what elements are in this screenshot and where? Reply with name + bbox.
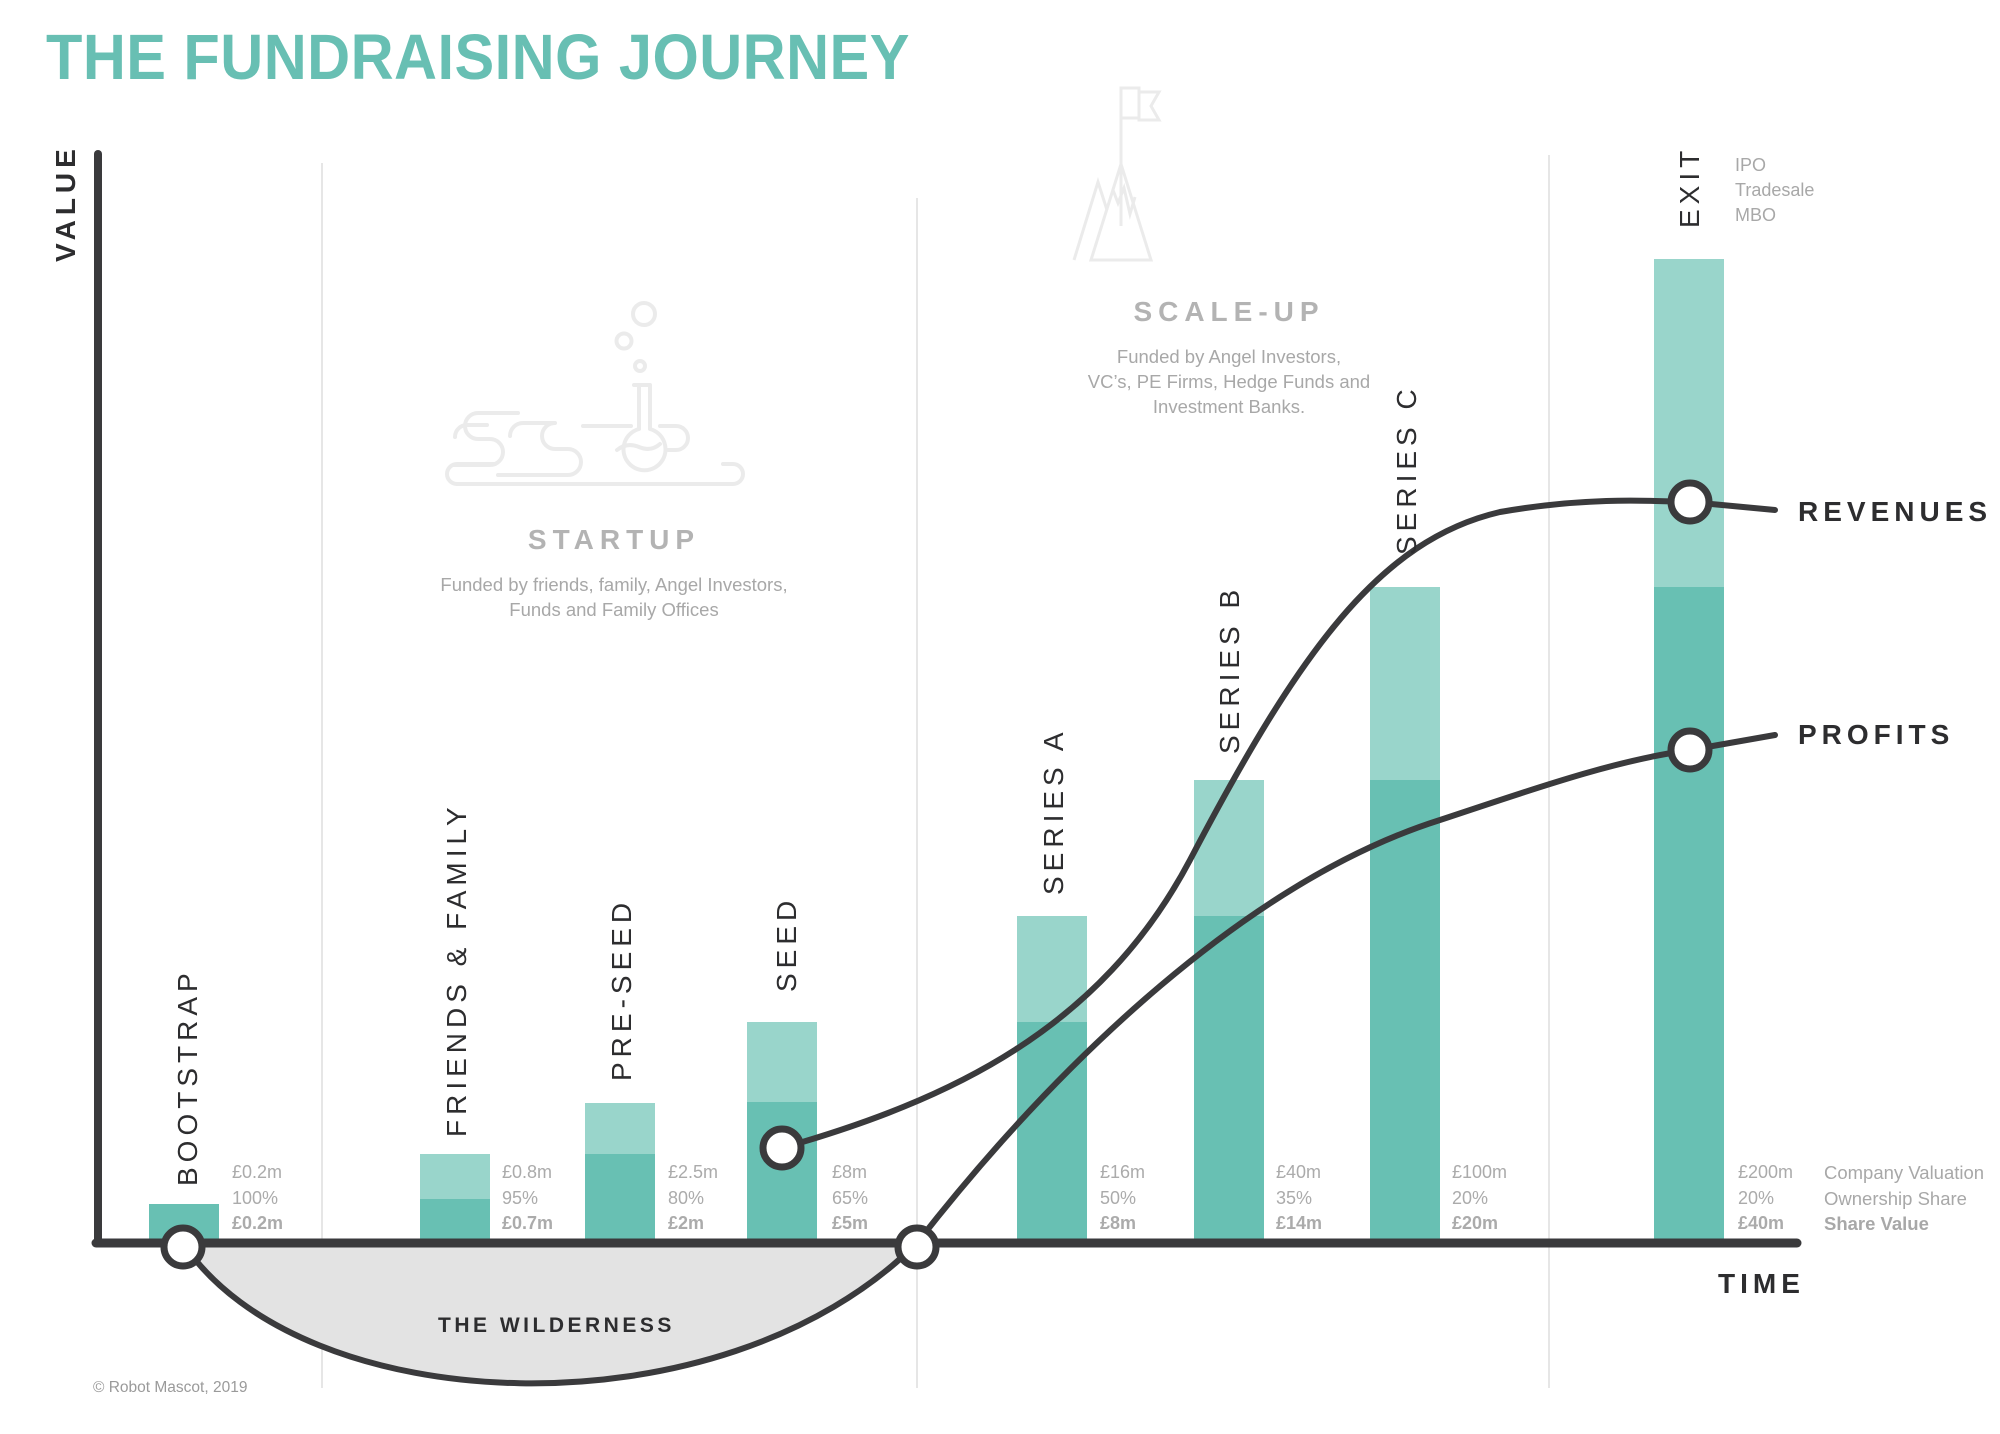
share-value: £5m bbox=[832, 1213, 869, 1233]
valuation: £0.2m bbox=[232, 1162, 283, 1182]
bar-valuation-seed bbox=[747, 1022, 817, 1102]
bar-share-value-pre-seed bbox=[585, 1154, 655, 1240]
valuation: £0.8m bbox=[502, 1162, 553, 1182]
valuation: £200m bbox=[1738, 1162, 1794, 1182]
bar-share-value-seed bbox=[747, 1102, 817, 1240]
share-value: £14m bbox=[1276, 1213, 1323, 1233]
page-title: THE FUNDRAISING JOURNEY bbox=[46, 21, 910, 93]
scaleup-desc-line-2: VC’s, PE Firms, Hedge Funds and bbox=[1087, 371, 1371, 392]
bar-valuation-friends-family bbox=[420, 1154, 490, 1199]
revenue-start-marker bbox=[759, 1125, 805, 1171]
round-values-pre-seed: £2.5m 80% £2m bbox=[668, 1160, 718, 1237]
bar-share-value-series-b bbox=[1194, 916, 1264, 1240]
share-value: £2m bbox=[668, 1213, 705, 1233]
round-values-seed: £8m 65% £5m bbox=[832, 1160, 868, 1237]
x-axis-label: TIME bbox=[1718, 1268, 1805, 1299]
exit-option-tradesale: Tradesale bbox=[1735, 180, 1815, 200]
wilderness-label: THE WILDERNESS bbox=[438, 1314, 675, 1337]
round-label-exit: EXIT bbox=[1674, 145, 1705, 228]
y-axis-label: VALUE bbox=[50, 144, 81, 262]
startup-desc-line-1: Funded by friends, family, Angel Investo… bbox=[440, 574, 788, 595]
round-label-pre-seed: PRE-SEED bbox=[606, 897, 637, 1081]
legend-valuation: Company Valuation bbox=[1824, 1162, 1985, 1183]
round-values-bootstrap: £0.2m 100% £0.2m bbox=[232, 1160, 283, 1237]
valuation: £2.5m bbox=[668, 1162, 719, 1182]
bar-valuation-exit bbox=[1654, 259, 1724, 587]
ownership: 50% bbox=[1100, 1187, 1137, 1208]
ownership: 100% bbox=[232, 1187, 279, 1208]
round-label-bootstrap: BOOTSTRAP bbox=[172, 968, 203, 1186]
valuation: £16m bbox=[1100, 1162, 1146, 1182]
ownership: 95% bbox=[502, 1187, 539, 1208]
scaleup-description: Funded by Angel Investors, VC’s, PE Firm… bbox=[1088, 344, 1370, 419]
exit-option-mbo: MBO bbox=[1735, 205, 1777, 225]
ownership: 35% bbox=[1276, 1187, 1313, 1208]
legend-ownership: Ownership Share bbox=[1824, 1187, 1967, 1209]
ownership: 20% bbox=[1452, 1187, 1489, 1208]
startup-description: Funded by friends, family, Angel Investo… bbox=[440, 572, 787, 622]
bar-valuation-series-c bbox=[1370, 587, 1440, 780]
round-values-exit: £200m 20% £40m bbox=[1738, 1160, 1793, 1237]
revenues-label: REVENUES bbox=[1798, 496, 1993, 527]
legend-share-value: Share Value bbox=[1824, 1213, 1929, 1234]
revenue-exit-marker bbox=[1667, 479, 1713, 525]
share-value: £0.7m bbox=[502, 1213, 554, 1233]
break-even-marker bbox=[894, 1224, 940, 1270]
profit-exit-marker bbox=[1667, 727, 1713, 773]
round-values-series-a: £16m 50% £8m bbox=[1100, 1160, 1145, 1237]
valuation: £8m bbox=[832, 1162, 868, 1182]
scaleup-title: SCALE-UP bbox=[1133, 296, 1325, 327]
share-value: £40m bbox=[1738, 1213, 1785, 1233]
round-values-series-b: £40m 35% £14m bbox=[1276, 1160, 1322, 1237]
ownership: 80% bbox=[668, 1187, 705, 1208]
valuation: £100m bbox=[1452, 1162, 1508, 1182]
bar-valuation-pre-seed bbox=[585, 1103, 655, 1154]
round-label-series-b: SERIES B bbox=[1214, 584, 1245, 754]
flask-cloud-icon bbox=[445, 301, 745, 486]
round-label-series-c: SERIES C bbox=[1391, 384, 1422, 555]
profits-label: PROFITS bbox=[1798, 719, 1955, 750]
copyright: © Robot Mascot, 2019 bbox=[93, 1379, 248, 1396]
exit-option-ipo: IPO bbox=[1735, 155, 1767, 175]
bar-share-value-exit bbox=[1654, 587, 1724, 1240]
scaleup-desc-line-3: Investment Banks. bbox=[1152, 396, 1306, 417]
startup-desc-line-2: Funds and Family Offices bbox=[509, 599, 719, 620]
ownership: 20% bbox=[1738, 1187, 1775, 1208]
round-label-seed: SEED bbox=[771, 895, 802, 992]
scaleup-desc-line-1: Funded by Angel Investors, bbox=[1116, 346, 1342, 367]
startup-title: STARTUP bbox=[527, 524, 701, 555]
mountain-flag-icon bbox=[1072, 86, 1162, 262]
round-label-series-a: SERIES A bbox=[1038, 727, 1069, 895]
revenues-curve bbox=[779, 497, 1778, 1151]
bar-valuation-series-b bbox=[1194, 780, 1264, 916]
bar-share-value-series-a bbox=[1017, 1022, 1087, 1240]
share-value: £8m bbox=[1100, 1213, 1137, 1233]
bar-share-value-series-c bbox=[1370, 780, 1440, 1240]
value-legend: Company Valuation Ownership Share Share … bbox=[1824, 1160, 1984, 1237]
bar-share-value-friends-family bbox=[420, 1199, 490, 1240]
profits-curve bbox=[180, 732, 1778, 1387]
round-values-friends-family: £0.8m 95% £0.7m bbox=[502, 1160, 553, 1237]
share-value: £0.2m bbox=[232, 1213, 284, 1233]
bootstrap-start-marker bbox=[160, 1224, 206, 1270]
share-value: £20m bbox=[1452, 1213, 1499, 1233]
round-label-friends-family: FRIENDS & FAMILY bbox=[441, 802, 472, 1137]
round-values-series-c: £100m 20% £20m bbox=[1452, 1160, 1507, 1237]
exit-options: IPO Tradesale MBO bbox=[1735, 153, 1814, 228]
valuation: £40m bbox=[1276, 1162, 1322, 1182]
ownership: 65% bbox=[832, 1187, 869, 1208]
